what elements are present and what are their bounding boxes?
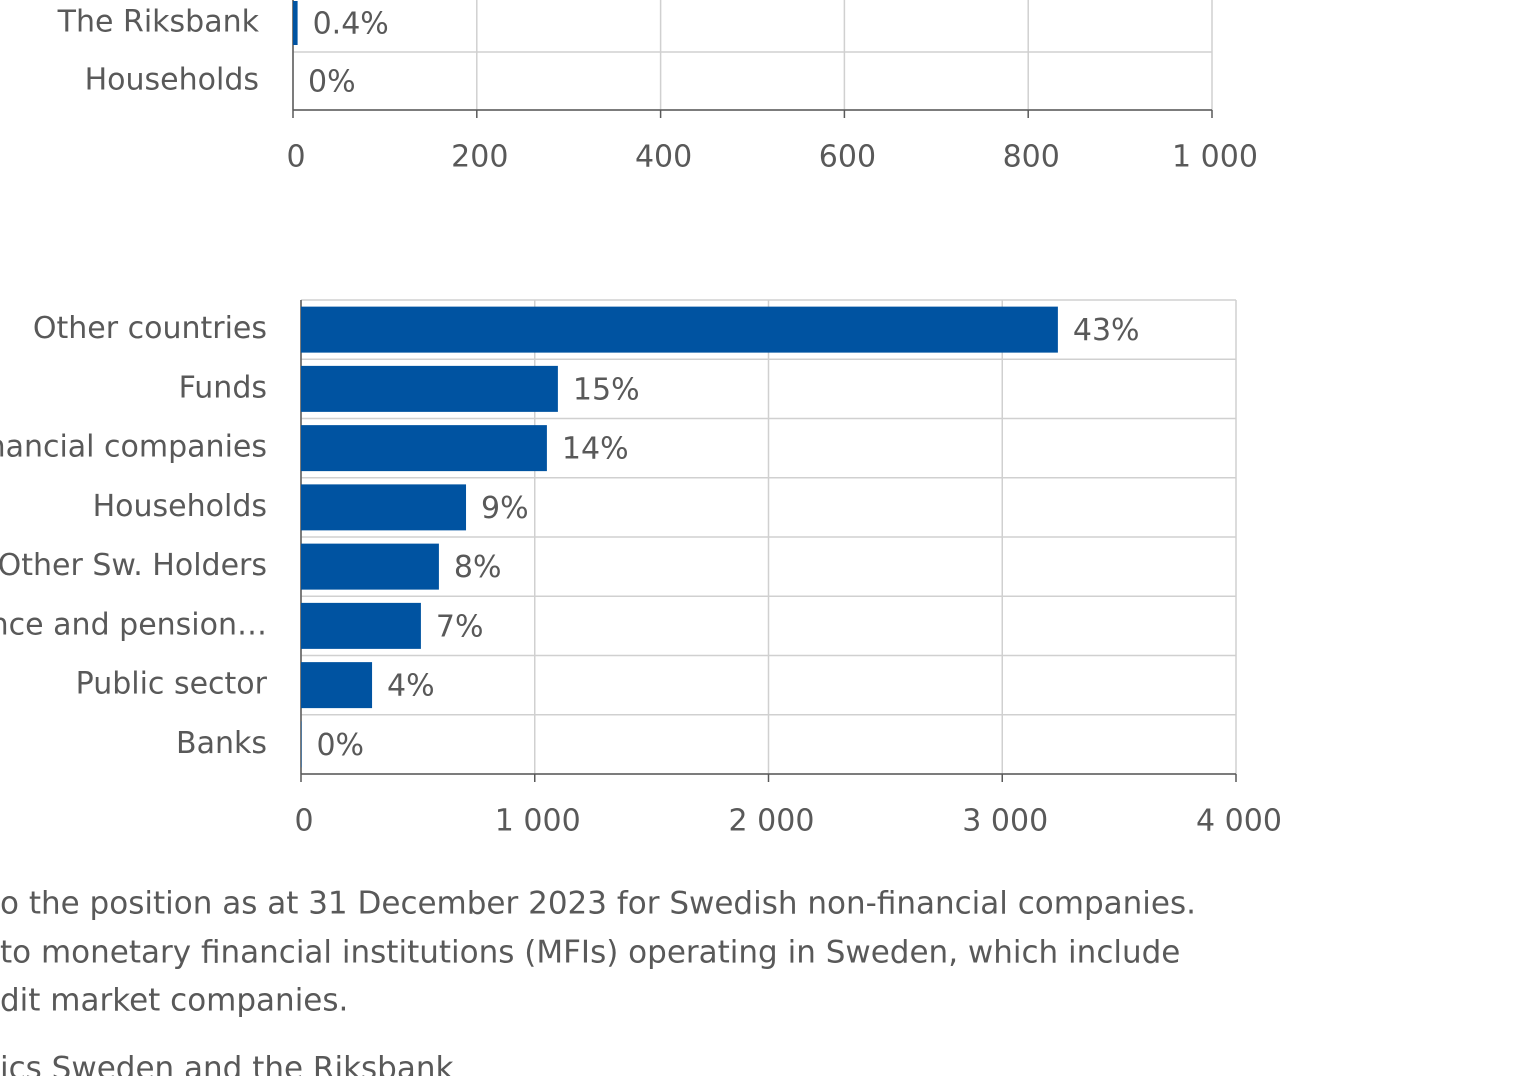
x-tick-label: 0	[286, 140, 305, 175]
bar	[301, 602, 421, 649]
category-label: Banks	[176, 726, 267, 761]
x-tick-label: 400	[635, 140, 692, 175]
category-label: rance and pension…	[0, 607, 267, 642]
bar-label: 43%	[1073, 313, 1140, 348]
category-label: nancial companies	[0, 430, 267, 465]
bar-label: 15%	[573, 372, 640, 407]
note: dit market companies.	[0, 983, 348, 1019]
x-tick-label: 2 000	[729, 804, 815, 839]
bar-label: 4%	[387, 669, 435, 704]
bar-label: 14%	[562, 432, 629, 467]
category-label: Funds	[179, 370, 267, 405]
note: to monetary financial institutions (MFIs…	[0, 935, 1180, 971]
bar	[301, 365, 558, 412]
bar-label: 0.4%	[313, 7, 389, 42]
bar	[301, 306, 1058, 353]
category-label: Households	[93, 489, 267, 524]
x-tick-label: 1 000	[1172, 140, 1258, 175]
category-label: Other Sw. Holders	[0, 548, 267, 583]
x-tick-label: 600	[819, 140, 876, 175]
bar	[301, 543, 439, 590]
bar	[293, 1, 298, 45]
category-label: Households	[85, 63, 259, 98]
category-label: Public sector	[76, 667, 268, 702]
x-tick-label: 0	[294, 804, 313, 839]
bar	[301, 484, 467, 531]
bar-label: 0%	[316, 728, 364, 763]
x-tick-label: 1 000	[495, 804, 581, 839]
bar-label: 7%	[436, 609, 484, 644]
x-tick-label: 200	[451, 140, 508, 175]
x-tick-label: 800	[1003, 140, 1060, 175]
category-label: Other countries	[33, 311, 267, 346]
bar-label: 0%	[308, 65, 356, 100]
bar-label: 9%	[481, 491, 529, 526]
note: o the position as at 31 December 2023 fo…	[0, 886, 1196, 922]
bar	[301, 425, 547, 472]
category-label: The Riksbank	[57, 5, 260, 40]
x-tick-label: 3 000	[962, 804, 1048, 839]
note: ics Sweden and the Riksbank	[0, 1051, 453, 1076]
bar	[301, 662, 373, 709]
x-tick-label: 4 000	[1196, 804, 1282, 839]
bar-label: 8%	[454, 550, 502, 585]
